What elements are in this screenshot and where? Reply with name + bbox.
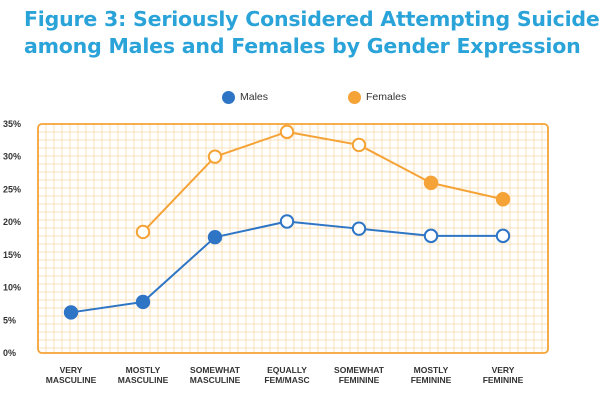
legend-label-females: Females [366,91,407,103]
y-tick-label: 25% [3,184,21,194]
chart-title-line-1: Figure 3: Seriously Considered Attemptin… [24,7,600,31]
plot-frame [37,123,549,354]
legend-item-females: Females [348,89,406,105]
data-point-males [279,214,295,229]
chart-title: Figure 3: Seriously Considered Attemptin… [24,6,604,60]
data-point-males [423,228,439,244]
y-tick-label: 10% [3,283,21,293]
data-point-females [495,192,511,207]
data-point-males [495,228,511,244]
y-tick-label: 15% [3,250,21,260]
data-point-males [207,229,223,245]
x-tick-label: SOMEWHAT FEMININE [334,365,385,385]
legend-label-males: Males [240,91,269,103]
legend-marker-males [222,90,235,104]
x-tick-label: SOMEWHAT MASCULINE [190,365,241,385]
x-tick-label: VERY FEMININE [483,365,524,385]
legend-marker-females [348,90,361,104]
data-point-females [279,124,295,140]
series-line-females [142,130,504,233]
y-tick-label: 35% [3,119,21,129]
y-tick-label: 30% [3,152,21,162]
data-point-males [351,221,367,236]
data-point-males [135,294,151,310]
x-tick-label: MOSTLY FEMININE [411,365,452,385]
legend-item-males: Males [222,89,268,105]
data-point-males [63,305,79,320]
data-point-females [135,224,151,240]
y-tick-label: 20% [3,217,21,227]
x-tick-label: EQUALLY FEM/MASC [264,365,309,385]
data-point-females [423,175,439,191]
x-tick-label: MOSTLY MASCULINE [118,365,169,385]
chart-title-line-2: among Males and Females by Gender Expres… [24,34,581,58]
y-tick-label: 5% [3,315,16,325]
data-point-females [207,149,223,164]
data-point-females [351,137,367,153]
y-tick-label: 0% [3,348,16,358]
x-tick-label: VERY MASCULINE [46,365,97,385]
